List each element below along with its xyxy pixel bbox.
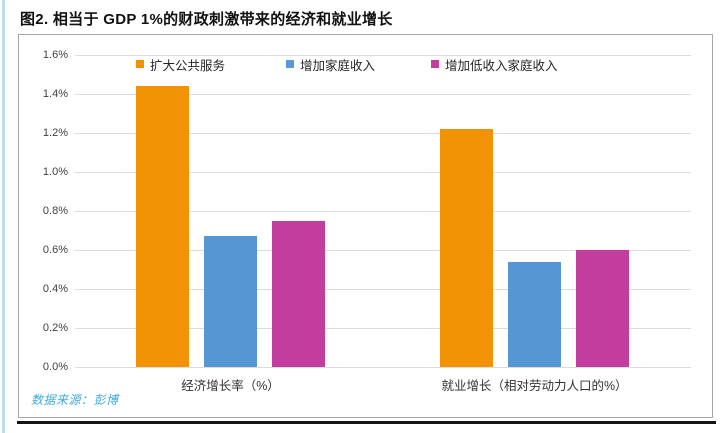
- legend-label: 增加低收入家庭收入: [445, 58, 558, 73]
- gridline: [75, 94, 691, 95]
- bar-增加家庭收入-1: [508, 262, 561, 367]
- gridline: [75, 211, 691, 212]
- y-axis-tick-label: 0.6%: [42, 244, 68, 256]
- y-axis-tick-label: 0.2%: [42, 322, 68, 334]
- x-axis-category-label: 经济增长率（%）: [181, 379, 280, 393]
- bar-增加低收入家庭收入-0: [272, 221, 325, 367]
- left-margin-strip: [2, 0, 5, 433]
- gridline: [75, 250, 691, 251]
- y-axis-tick-label: 1.6%: [42, 49, 68, 61]
- legend-swatch-icon: [136, 60, 144, 68]
- y-axis-tick-label: 0.4%: [42, 283, 68, 295]
- gridline: [75, 367, 691, 368]
- y-axis-tick-label: 1.2%: [42, 127, 68, 139]
- bar-扩大公共服务-1: [440, 129, 493, 367]
- figure-title: 图2. 相当于 GDP 1%的财政刺激带来的经济和就业增长: [20, 11, 393, 28]
- legend: 扩大公共服务 增加家庭收入 增加低收入家庭收入: [19, 35, 712, 75]
- gridline: [75, 172, 691, 173]
- gridline: [75, 289, 691, 290]
- y-axis-tick-label: 0.8%: [42, 205, 68, 217]
- y-axis-tick-label: 0.0%: [42, 361, 68, 373]
- gridline: [75, 133, 691, 134]
- legend-swatch-icon: [286, 60, 294, 68]
- legend-item-0: 扩大公共服务: [136, 56, 226, 73]
- legend-label: 扩大公共服务: [150, 58, 226, 73]
- bar-增加低收入家庭收入-1: [576, 250, 629, 367]
- legend-swatch-icon: [431, 60, 439, 68]
- chart-frame: 扩大公共服务 增加家庭收入 增加低收入家庭收入 1.6% 1.4% 1.2% 1.0% 0.…: [18, 34, 713, 418]
- source-note: 数据来源：彭博: [31, 393, 119, 407]
- y-axis-tick-label: 1.4%: [42, 88, 68, 100]
- bar-增加家庭收入-0: [204, 236, 257, 367]
- y-axis-tick-label: 1.0%: [42, 166, 68, 178]
- legend-item-2: 增加低收入家庭收入: [431, 56, 558, 73]
- gridline: [75, 328, 691, 329]
- bar-扩大公共服务-0: [136, 86, 189, 367]
- bottom-rule: [17, 421, 716, 424]
- legend-label: 增加家庭收入: [300, 58, 376, 73]
- x-axis-category-label: 就业增长（相对劳动力人口的%）: [441, 379, 628, 393]
- legend-item-1: 增加家庭收入: [286, 56, 376, 73]
- gridline: [75, 55, 691, 56]
